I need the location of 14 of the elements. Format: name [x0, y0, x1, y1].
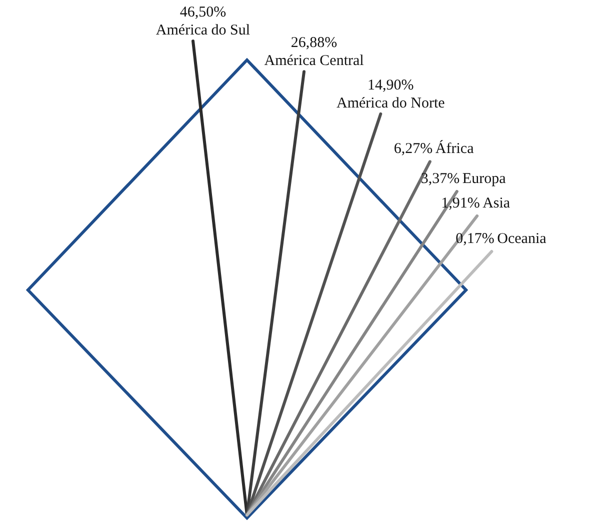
category-label: América do Norte — [336, 95, 446, 112]
data-label: 14,90% — [368, 77, 414, 94]
data-label: 0,17% — [456, 231, 494, 248]
category-label: América Central — [264, 53, 364, 70]
data-label: 1,91% — [441, 195, 480, 212]
category-label: Europa — [462, 170, 506, 187]
data-label: 46,50% — [180, 4, 226, 21]
category-label: África — [435, 140, 474, 158]
data-label: 3,37% — [420, 170, 460, 187]
data-label: 6,27% — [394, 141, 433, 158]
category-label: Oceania — [497, 231, 547, 248]
category-label: América do Sul — [156, 22, 250, 39]
data-label: 26,88% — [290, 35, 338, 52]
category-label: Asia — [482, 195, 510, 212]
